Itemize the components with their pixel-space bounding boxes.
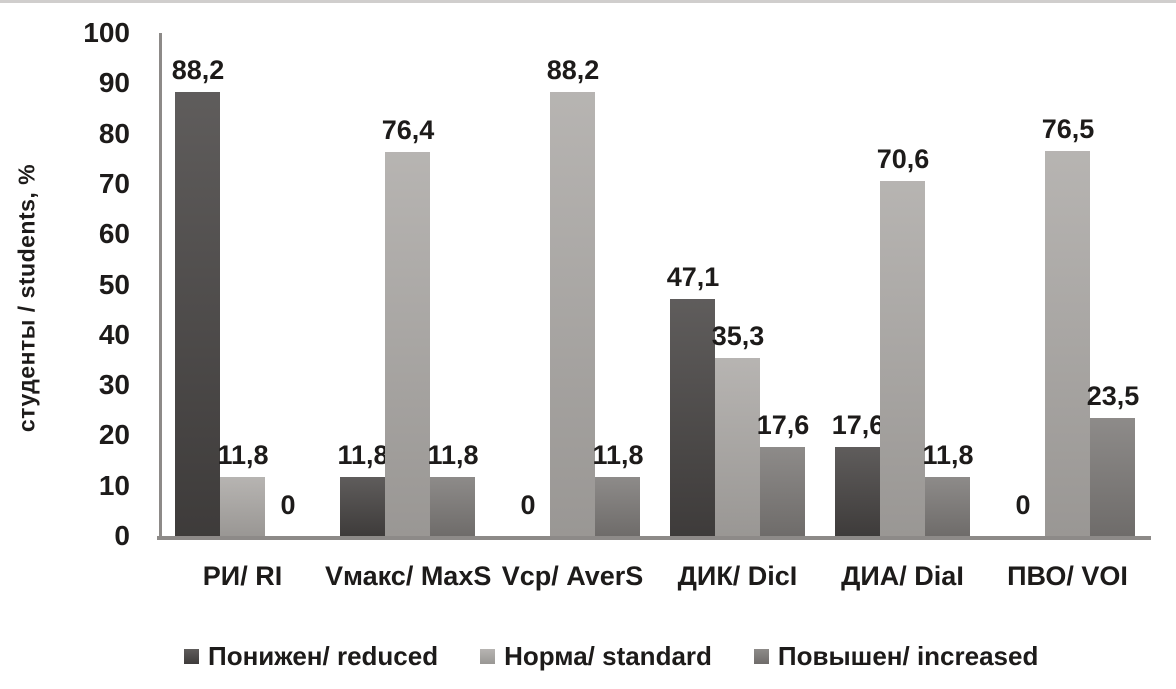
y-axis-line: [159, 33, 162, 538]
legend-item: Норма/ standard: [480, 641, 712, 672]
x-category-label: ДИК/ DicI: [677, 561, 798, 591]
y-tick-label: 50: [98, 268, 130, 300]
x-category-label: Vср/ AverS: [501, 561, 644, 591]
bar-норма: [385, 152, 430, 536]
legend-item: Понижен/ reduced: [184, 641, 438, 672]
legend-swatch-icon: [184, 649, 199, 664]
bar-value-label: 11,8: [592, 440, 644, 470]
x-category-label: ДИА/ DiaI: [841, 561, 964, 591]
legend-swatch-icon: [753, 649, 769, 664]
bar-повышен: [595, 477, 640, 536]
x-category-label: РИ/ RI: [202, 561, 283, 591]
legend-label: Норма/ standard: [504, 641, 712, 671]
x-category-label: ПВО/ VOI: [1007, 561, 1128, 591]
bar-value-label: 35,3: [711, 321, 765, 351]
y-tick-label: 30: [98, 369, 130, 401]
bar-понижен: [835, 447, 880, 536]
bar-value-label: 23,5: [1086, 381, 1140, 411]
bar-повышен: [760, 447, 805, 536]
bar-value-label: 11,8: [217, 440, 269, 470]
legend-label: Понижен/ reduced: [208, 641, 439, 671]
scan-edge-top: [0, 0, 1176, 3]
y-tick-label: 0: [114, 520, 130, 551]
bar-value-label: 17,6: [756, 410, 810, 440]
legend-item: Повышен/ increased: [753, 641, 1039, 672]
bar-value-label: 11,8: [427, 440, 479, 470]
bar-норма: [220, 477, 265, 536]
bar-value-label: 11,8: [337, 440, 389, 470]
bar-value-label: 76,5: [1041, 114, 1095, 144]
legend-label: Повышен/ increased: [777, 641, 1039, 671]
bar-value-label: 70,6: [876, 144, 930, 174]
y-tick-label: 60: [98, 218, 130, 250]
y-tick-label: 40: [98, 318, 130, 350]
bar-value-label: 17,6: [831, 410, 885, 440]
bar-понижен: [340, 477, 385, 536]
x-category-label: Vмакс/ MaxS: [325, 561, 492, 591]
bar-норма: [880, 181, 925, 536]
bar-повышен: [430, 477, 475, 536]
bar-value-label: 88,2: [546, 55, 600, 85]
y-tick-label: 100: [83, 17, 130, 48]
bar-value-label: 11,8: [922, 440, 974, 470]
bar-понижен: [175, 92, 220, 536]
bar-повышен: [925, 477, 970, 536]
bar-повышен: [1090, 418, 1135, 536]
bar-норма: [715, 358, 760, 536]
bar-value-label: 0: [1015, 490, 1031, 520]
bar-value-label: 47,1: [666, 262, 720, 292]
legend: Понижен/ reduced Норма/ standard Повышен/ …: [184, 641, 1038, 672]
legend-swatch-icon: [480, 649, 496, 664]
bar-value-label: 0: [280, 490, 296, 520]
bar-понижен: [670, 299, 715, 536]
y-axis-title: студенты / students, %: [13, 163, 40, 433]
y-tick-label: 90: [98, 67, 130, 99]
bar-value-label: 0: [520, 490, 536, 520]
x-axis-line: [157, 536, 1151, 540]
bar-value-label: 76,4: [381, 115, 435, 145]
bar-норма: [550, 92, 595, 536]
y-tick-label: 80: [98, 117, 130, 149]
bar-value-label: 88,2: [171, 55, 225, 85]
y-tick-label: 10: [98, 469, 130, 501]
y-tick-label: 20: [98, 419, 130, 451]
bar-норма: [1045, 151, 1090, 536]
y-tick-label: 70: [98, 167, 130, 199]
